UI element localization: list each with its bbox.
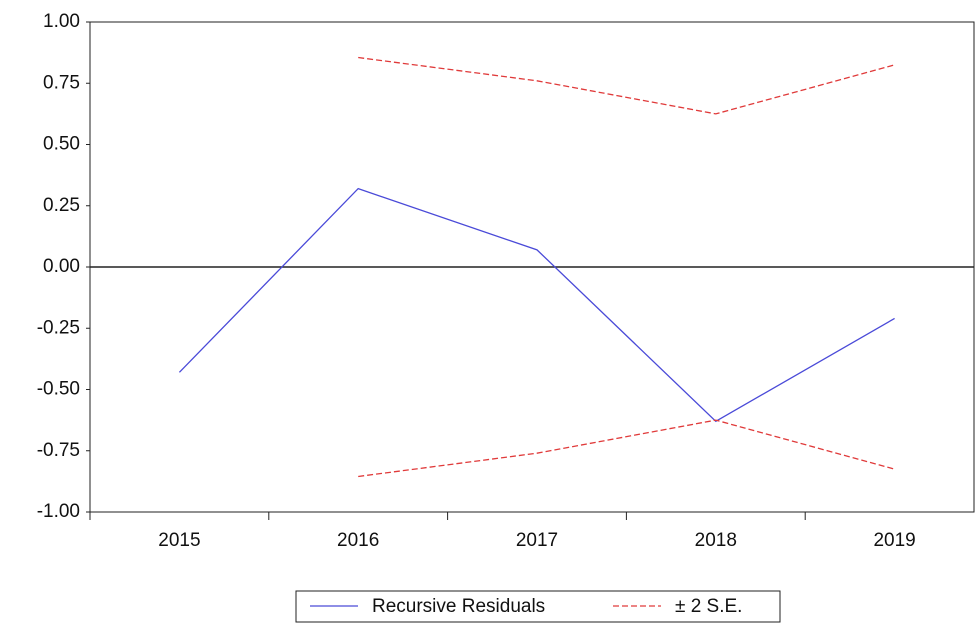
y-tick-label: -0.25 [37, 317, 80, 338]
y-tick-label: 0.25 [43, 195, 80, 216]
legend-label: Recursive Residuals [372, 596, 545, 617]
x-tick-label: 2017 [516, 530, 558, 551]
data-line [178, 187, 895, 423]
y-tick-label: 0.50 [43, 134, 80, 155]
y-tick-label: 1.00 [43, 11, 80, 32]
x-tick-label: 2016 [337, 530, 379, 551]
y-tick-label: 0.75 [43, 72, 80, 93]
y-tick-label: -1.00 [37, 501, 80, 522]
y-tick-label: -0.75 [37, 440, 80, 461]
legend: Recursive Residuals ± 2 S.E. [295, 590, 781, 623]
data-line [358, 419, 895, 478]
x-tick-label: 2015 [158, 530, 200, 551]
legend-label: ± 2 S.E. [675, 596, 742, 617]
x-tick-label: 2018 [695, 530, 737, 551]
legend-box [295, 590, 781, 623]
x-tick-label: 2019 [873, 530, 915, 551]
data-line [358, 56, 895, 115]
y-tick-label: 0.00 [43, 256, 80, 277]
y-tick-label: -0.50 [37, 379, 80, 400]
